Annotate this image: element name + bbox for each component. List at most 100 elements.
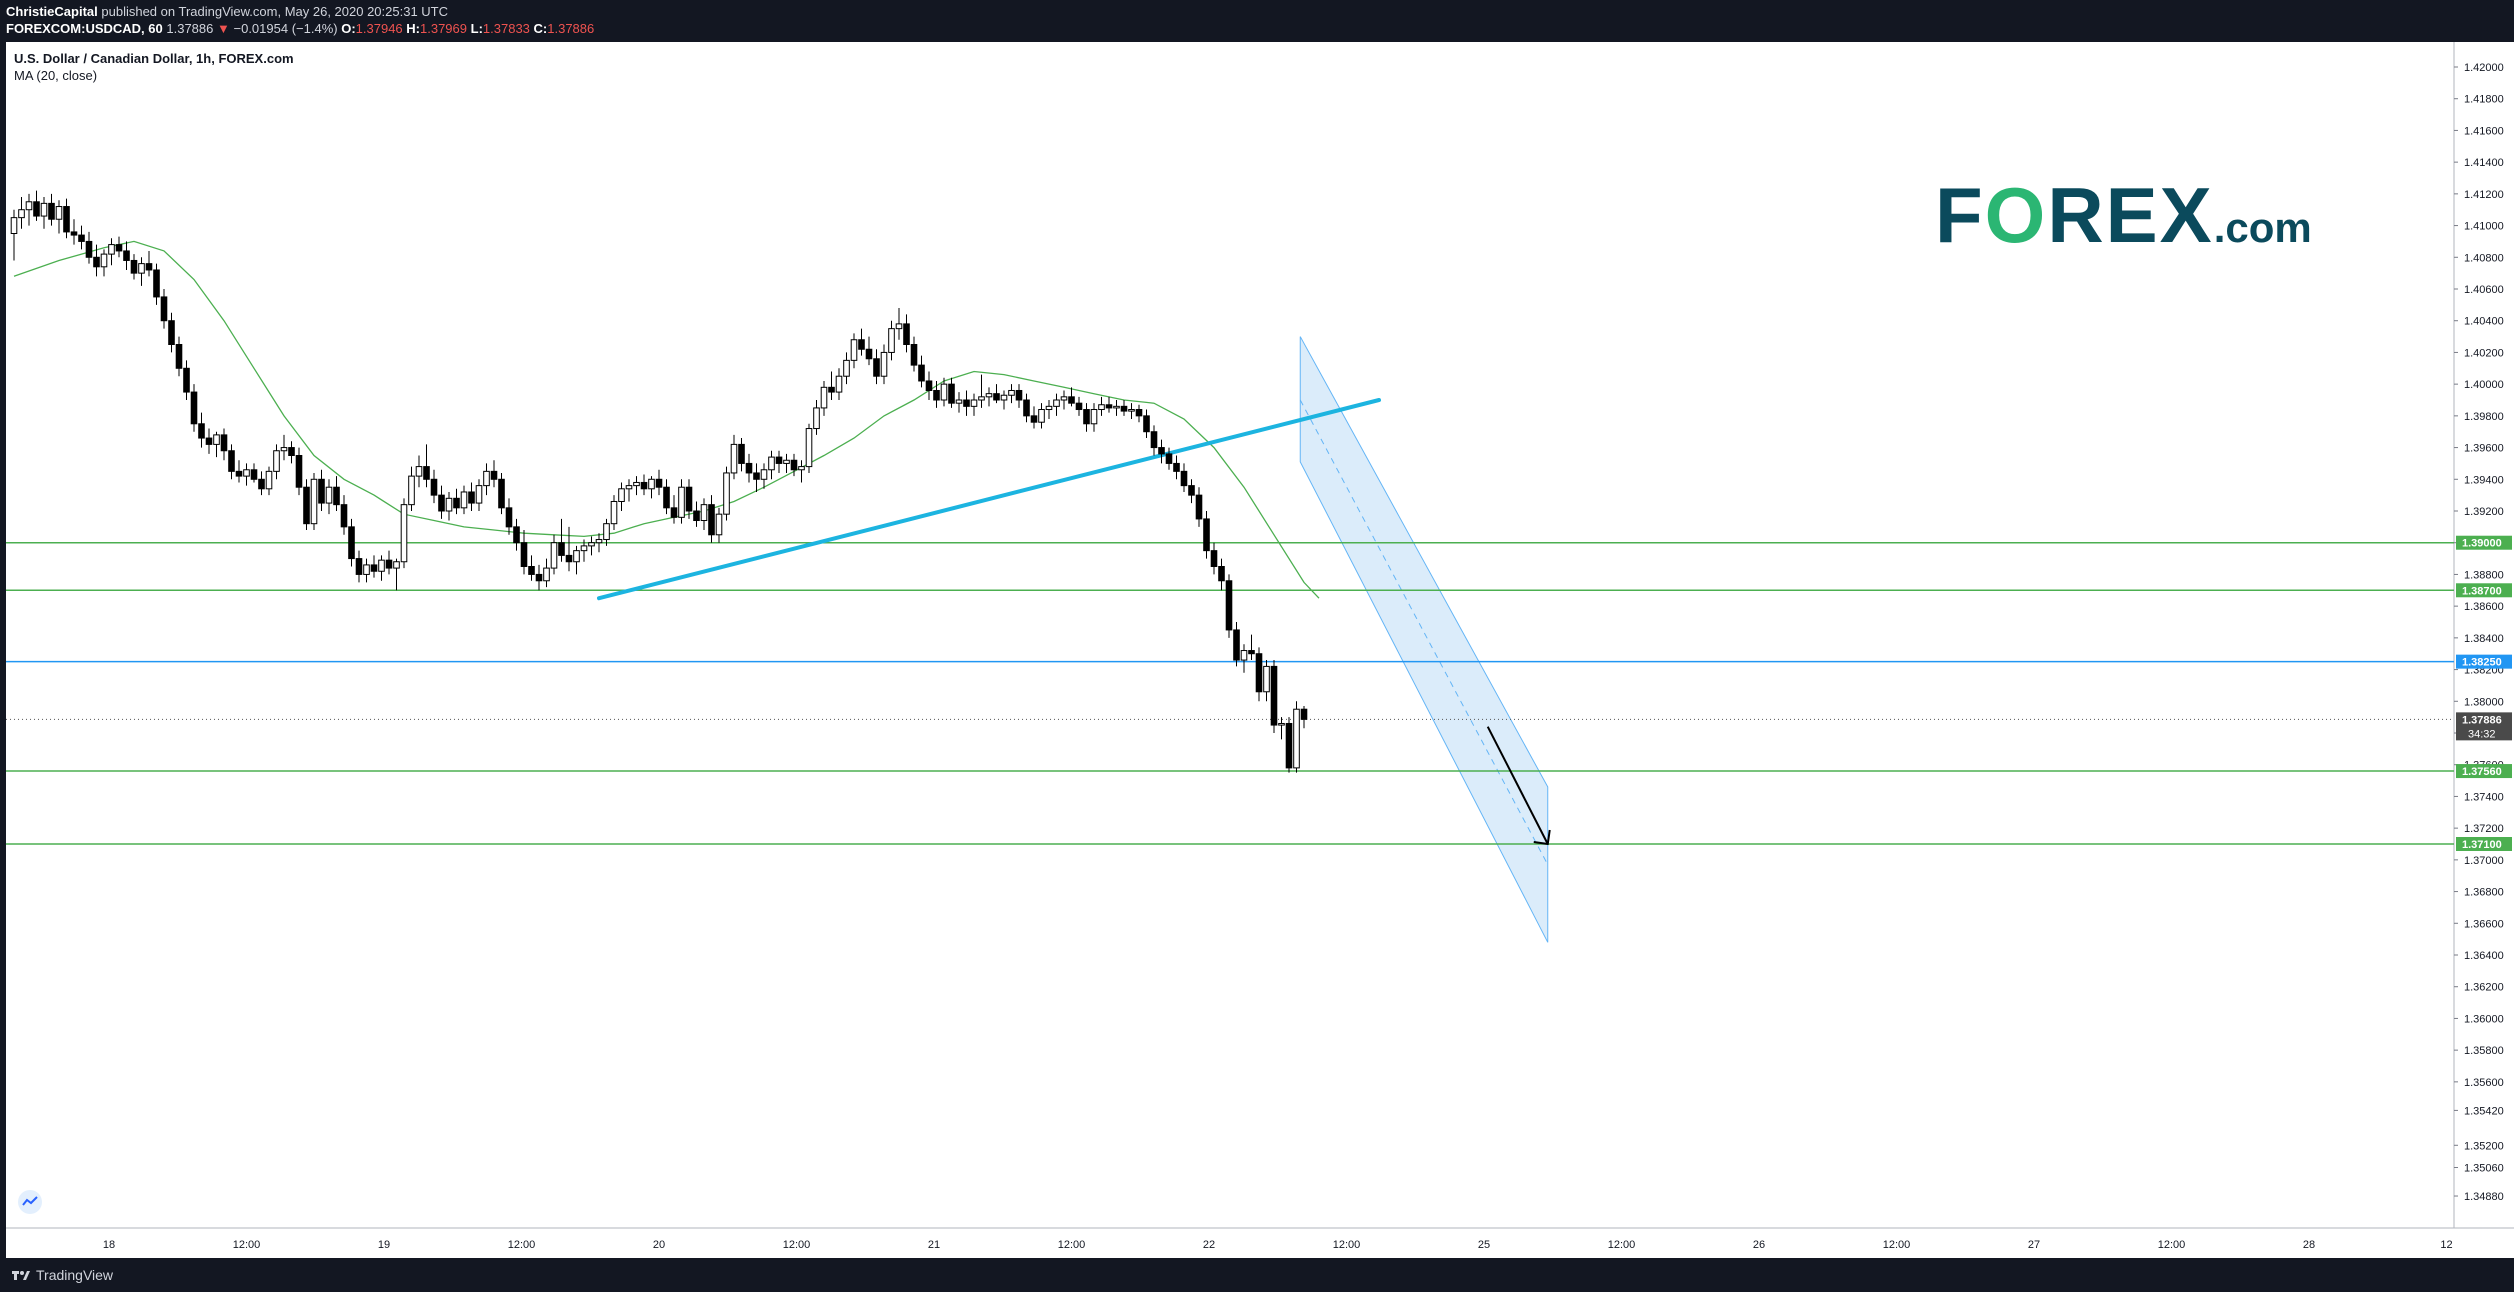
candle[interactable]	[288, 447, 295, 457]
candle[interactable]	[228, 450, 235, 472]
candle[interactable]	[1203, 518, 1210, 552]
candle[interactable]	[595, 539, 603, 544]
candle[interactable]	[925, 380, 933, 391]
candle[interactable]	[910, 344, 918, 366]
candle[interactable]	[618, 488, 625, 502]
indicator-label[interactable]: MA (20, close)	[14, 68, 98, 83]
candle[interactable]	[370, 564, 378, 572]
candle[interactable]	[25, 201, 33, 211]
candle[interactable]	[280, 447, 288, 452]
level-price-badge[interactable]	[2456, 583, 2512, 598]
candle[interactable]	[460, 491, 468, 509]
candle[interactable]	[168, 320, 175, 346]
moving-average-line[interactable]	[13, 240, 1320, 599]
candle[interactable]	[48, 202, 55, 220]
candle[interactable]	[1240, 650, 1248, 661]
candle[interactable]	[145, 263, 153, 271]
candle[interactable]	[78, 234, 85, 242]
candle[interactable]	[235, 470, 243, 477]
candle[interactable]	[513, 526, 520, 544]
candle[interactable]	[205, 437, 213, 445]
chart-area[interactable]: 1.42000 1.41800 1.41600 1.41400 1.41200 1.410…	[6, 42, 2514, 1258]
candle[interactable]	[1098, 404, 1105, 411]
candle[interactable]	[1038, 409, 1045, 423]
candle[interactable]	[708, 504, 715, 536]
candle[interactable]	[558, 542, 565, 556]
candle[interactable]	[918, 364, 925, 382]
candle[interactable]	[1263, 665, 1270, 693]
candle[interactable]	[10, 217, 18, 234]
candle[interactable]	[490, 470, 498, 480]
candle[interactable]	[873, 358, 880, 377]
candle[interactable]	[363, 564, 370, 575]
candle[interactable]	[160, 296, 168, 322]
candle[interactable]	[175, 344, 183, 369]
candle[interactable]	[1158, 447, 1165, 455]
candle[interactable]	[318, 478, 325, 504]
candle[interactable]	[505, 507, 513, 528]
candle[interactable]	[993, 393, 1000, 401]
candle[interactable]	[588, 542, 595, 547]
tradingview-badge-icon[interactable]	[18, 1190, 42, 1214]
candle[interactable]	[1255, 653, 1263, 693]
candle[interactable]	[768, 456, 775, 471]
candle[interactable]	[745, 462, 753, 474]
candle[interactable]	[348, 526, 355, 560]
candle[interactable]	[475, 485, 483, 504]
candle[interactable]	[1083, 409, 1090, 425]
candle[interactable]	[888, 328, 895, 353]
candle[interactable]	[468, 491, 475, 504]
candle[interactable]	[783, 459, 790, 464]
candle[interactable]	[423, 466, 430, 480]
candle[interactable]	[415, 466, 423, 477]
candle[interactable]	[1128, 409, 1135, 412]
candle[interactable]	[408, 475, 415, 506]
candle[interactable]	[295, 455, 303, 488]
candle[interactable]	[393, 561, 400, 569]
candle[interactable]	[93, 256, 100, 268]
candle[interactable]	[970, 399, 978, 407]
candle[interactable]	[1068, 396, 1075, 404]
candle[interactable]	[700, 504, 708, 522]
candle[interactable]	[1165, 453, 1173, 464]
candle[interactable]	[850, 339, 858, 361]
candle[interactable]	[678, 486, 685, 518]
candle[interactable]	[1120, 405, 1128, 412]
candle[interactable]	[520, 542, 528, 568]
candle[interactable]	[333, 486, 340, 506]
publisher-name[interactable]: ChristieCapital	[6, 4, 98, 19]
candle[interactable]	[1293, 708, 1300, 769]
candle[interactable]	[1218, 566, 1225, 582]
candle[interactable]	[805, 428, 813, 468]
candle[interactable]	[250, 469, 258, 480]
candle[interactable]	[865, 348, 873, 360]
candle[interactable]	[33, 201, 40, 217]
current-price-badge[interactable]	[2456, 712, 2512, 741]
candle[interactable]	[325, 486, 333, 504]
candle[interactable]	[573, 550, 580, 563]
candle[interactable]	[1053, 399, 1060, 407]
candle[interactable]	[1150, 431, 1158, 449]
price-axis[interactable]	[2454, 42, 2514, 1258]
candle[interactable]	[243, 469, 250, 477]
candle[interactable]	[655, 478, 663, 488]
candle[interactable]	[445, 497, 453, 512]
regression-channel[interactable]	[1299, 336, 1549, 943]
candle[interactable]	[1210, 550, 1218, 567]
candle[interactable]	[378, 559, 385, 572]
candle[interactable]	[1270, 665, 1278, 726]
candle[interactable]	[895, 323, 903, 330]
candle[interactable]	[40, 202, 48, 217]
candle[interactable]	[310, 478, 318, 525]
candle[interactable]	[730, 443, 738, 474]
candle[interactable]	[1285, 722, 1293, 769]
candle[interactable]	[565, 554, 573, 563]
candle[interactable]	[498, 478, 505, 509]
candle[interactable]	[1248, 650, 1255, 655]
candle[interactable]	[1225, 580, 1233, 631]
candle[interactable]	[828, 386, 835, 393]
candle[interactable]	[580, 545, 588, 552]
candle[interactable]	[303, 486, 310, 525]
candle[interactable]	[190, 391, 198, 425]
candle[interactable]	[1105, 404, 1113, 409]
